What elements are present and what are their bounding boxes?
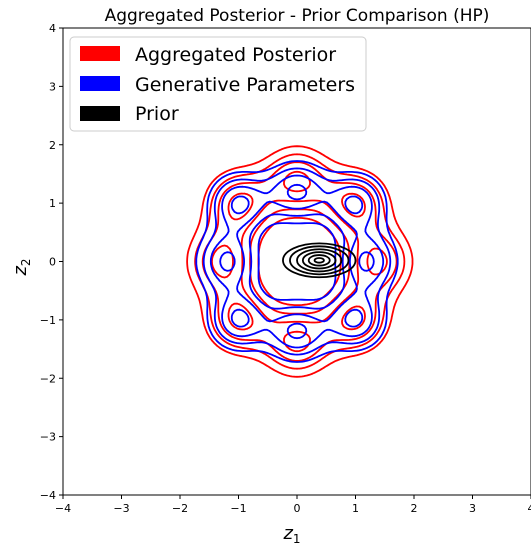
y-tick-label: −1	[40, 314, 56, 327]
chart-title: Aggregated Posterior - Prior Comparison …	[105, 6, 490, 26]
legend-swatch-prior	[80, 106, 120, 121]
y-tick-label: 2	[49, 139, 56, 152]
y-tick-label: 0	[49, 256, 56, 269]
y-tick-label: 3	[49, 80, 56, 93]
generative-parameters-contour	[209, 174, 385, 349]
legend-label-aggregated-posterior: Aggregated Posterior	[135, 44, 336, 66]
y-tick-label: −4	[40, 489, 56, 502]
x-tick-label: −1	[230, 502, 246, 515]
x-axis: −4 −3 −2 −1 0 1 2 3 4	[55, 495, 531, 515]
x-axis-label: z1	[282, 523, 300, 546]
generative-parameters-contour	[219, 183, 375, 340]
prior-contour	[289, 245, 350, 276]
x-tick-label: −3	[113, 502, 129, 515]
x-tick-label: 0	[294, 502, 301, 515]
legend-swatch-generative-parameters	[80, 76, 120, 91]
y-tick-label: 4	[49, 22, 56, 35]
x-tick-label: 4	[528, 502, 531, 515]
prior-contour	[296, 248, 343, 273]
y-axis: −4 −3 −2 −1 0 1 2 3 4	[40, 22, 63, 502]
legend: Aggregated Posterior Generative Paramete…	[69, 36, 367, 132]
x-tick-label: −4	[55, 502, 71, 515]
legend-label-generative-parameters: Generative Parameters	[135, 74, 355, 96]
x-tick-label: 3	[469, 502, 476, 515]
y-axis-label: z2	[10, 258, 33, 276]
x-tick-label: 2	[411, 502, 418, 515]
y-tick-label: −2	[40, 372, 56, 385]
y-tick-label: 1	[49, 197, 56, 210]
contour-layer	[186, 145, 414, 378]
legend-label-prior: Prior	[135, 103, 179, 125]
x-tick-label: −2	[172, 502, 188, 515]
prior-contour	[301, 251, 337, 270]
legend-box	[69, 36, 367, 132]
aggregated-posterior-contour	[186, 145, 414, 378]
y-tick-label: −3	[40, 431, 56, 444]
generative-parameters-contour	[202, 167, 392, 356]
legend-swatch-aggregated-posterior	[80, 46, 120, 61]
prior-contour	[307, 254, 331, 267]
prior-contour	[313, 257, 325, 264]
x-tick-label: 1	[352, 502, 359, 515]
prior-contour	[282, 242, 357, 279]
